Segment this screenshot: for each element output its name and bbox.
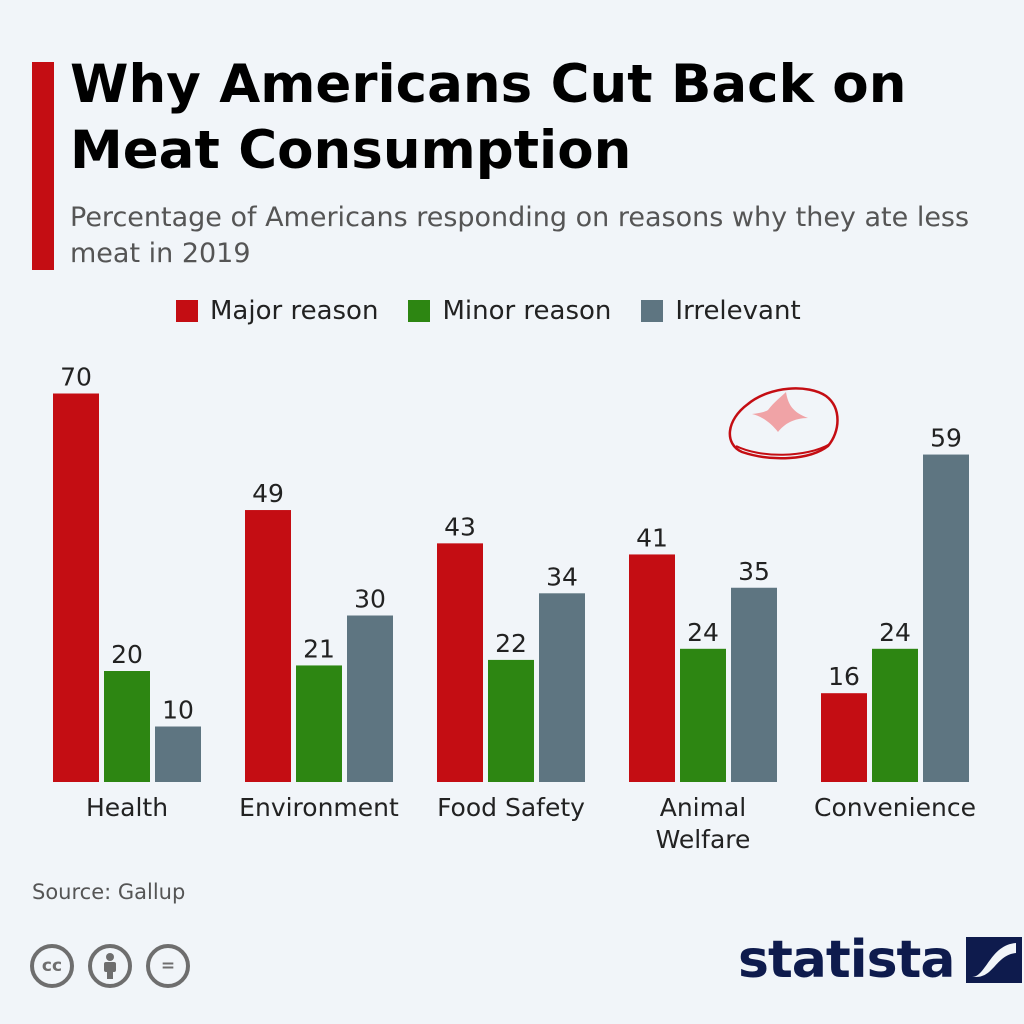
title-accent-bar <box>32 62 54 270</box>
bar-major <box>629 554 675 782</box>
bar-irrelevant <box>347 615 393 782</box>
bar-minor <box>488 659 534 782</box>
category-label: Food Safety <box>437 793 585 822</box>
category-label: Environment <box>239 793 399 822</box>
legend-swatch-minor <box>408 300 431 322</box>
chart-subtitle: Percentage of Americans responding on re… <box>70 202 970 269</box>
data-label: 10 <box>162 696 194 725</box>
no-derivatives-icon: = <box>146 944 190 988</box>
data-label: 70 <box>60 363 92 392</box>
bar-minor <box>680 648 726 782</box>
data-label: 24 <box>687 618 719 647</box>
statista-mark-icon <box>966 937 1023 983</box>
legend-swatch-irrelevant <box>641 300 664 322</box>
attribution-icon <box>88 944 132 988</box>
data-label: 20 <box>111 640 143 669</box>
data-label: 49 <box>252 479 284 508</box>
data-label: 34 <box>546 562 578 591</box>
bar-irrelevant <box>155 726 201 782</box>
legend-label-minor: Minor reason <box>442 296 612 326</box>
legend-label-irrelevant: Irrelevant <box>675 296 801 326</box>
bar-major <box>245 510 291 782</box>
category-label: Health <box>86 793 168 822</box>
bar-irrelevant <box>539 593 585 782</box>
data-label: 22 <box>495 629 527 658</box>
data-label: 24 <box>879 618 911 647</box>
source-note: Source: Gallup <box>32 880 186 904</box>
bar-minor <box>104 671 150 782</box>
legend: Major reason Minor reason Irrelevant <box>176 296 831 326</box>
bar-chart: 70 20 10 Health 49 21 30 Environment 43 22 34 Food … <box>53 363 976 854</box>
statista-logo: statista <box>738 930 1023 990</box>
data-label: 21 <box>303 634 335 663</box>
steak-icon <box>728 387 839 460</box>
data-label: 35 <box>738 557 770 586</box>
bar-irrelevant <box>923 454 969 782</box>
data-label: 59 <box>930 424 962 453</box>
data-label: 16 <box>828 662 860 691</box>
data-label: 41 <box>636 523 668 552</box>
legend-label-major: Major reason <box>210 296 379 326</box>
cc-icon: cc <box>30 944 74 988</box>
license-icons: cc = <box>30 944 204 988</box>
chart-title: Why Americans Cut Back on Meat Consumpti… <box>70 54 907 181</box>
data-label: 43 <box>444 512 476 541</box>
brand-wordmark: statista <box>738 930 955 990</box>
bar-major <box>437 543 483 782</box>
category-label: Convenience <box>814 793 976 822</box>
bar-minor <box>872 648 918 782</box>
legend-swatch-major <box>176 300 198 322</box>
data-label: 30 <box>354 585 386 614</box>
bar-minor <box>296 665 342 782</box>
legend-item-minor: Minor reason <box>408 296 611 326</box>
bar-major <box>53 393 99 782</box>
category-label: Welfare <box>656 825 751 854</box>
category-label: Animal <box>660 793 747 822</box>
bar-irrelevant <box>731 587 777 782</box>
bar-group: 70 20 10 Health 49 21 30 Environment 43 22 34 Food … <box>53 363 976 854</box>
legend-item-irrelevant: Irrelevant <box>641 296 801 326</box>
bar-major <box>821 693 867 782</box>
legend-item-major: Major reason <box>176 296 378 326</box>
